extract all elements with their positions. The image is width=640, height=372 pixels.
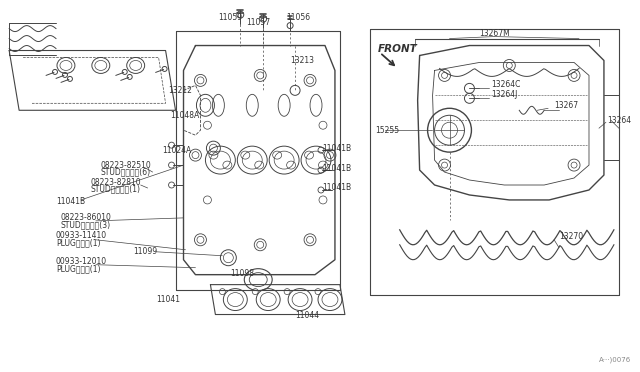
- Text: 13212: 13212: [168, 86, 193, 95]
- Text: 13267M: 13267M: [479, 29, 509, 38]
- Text: 13264C: 13264C: [492, 80, 521, 89]
- Text: 11041B: 11041B: [322, 164, 351, 173]
- Text: FRONT: FRONT: [378, 44, 417, 54]
- Text: A···)0076: A···)0076: [599, 356, 631, 363]
- Text: 13264J: 13264J: [492, 90, 518, 99]
- Text: 11041B: 11041B: [322, 183, 351, 192]
- Text: PLUGプラグ(1): PLUGプラグ(1): [56, 264, 100, 273]
- Text: 11041B: 11041B: [322, 144, 351, 153]
- Text: 11024A: 11024A: [163, 145, 192, 155]
- Text: 00933-11410: 00933-11410: [56, 231, 107, 240]
- Text: 11041B: 11041B: [56, 198, 85, 206]
- Text: 13264: 13264: [607, 116, 631, 125]
- Text: 11098: 11098: [230, 269, 254, 278]
- Text: 11099: 11099: [134, 247, 158, 256]
- Text: 13267: 13267: [554, 101, 579, 110]
- Text: 11041: 11041: [157, 295, 180, 304]
- Text: 13270: 13270: [559, 232, 583, 241]
- Text: 08223-86010: 08223-86010: [61, 214, 112, 222]
- Text: STUDスタッド(6): STUDスタッド(6): [101, 167, 151, 177]
- Text: 11059: 11059: [218, 13, 243, 22]
- Text: 13213: 13213: [290, 56, 314, 65]
- Text: 08223-82510: 08223-82510: [101, 161, 152, 170]
- Text: 15255: 15255: [375, 126, 399, 135]
- Text: 11056: 11056: [286, 13, 310, 22]
- Text: 11044: 11044: [295, 311, 319, 320]
- Text: STUDスタッド(1): STUDスタッド(1): [91, 185, 141, 193]
- Text: PLUGプラグ(1): PLUGプラグ(1): [56, 238, 100, 247]
- Text: 08223-82810: 08223-82810: [91, 177, 141, 186]
- Text: 11048A: 11048A: [171, 111, 200, 120]
- Text: 00933-12010: 00933-12010: [56, 257, 107, 266]
- Text: 11057: 11057: [246, 18, 271, 27]
- Text: STUDスタッド(3): STUDスタッド(3): [61, 220, 111, 230]
